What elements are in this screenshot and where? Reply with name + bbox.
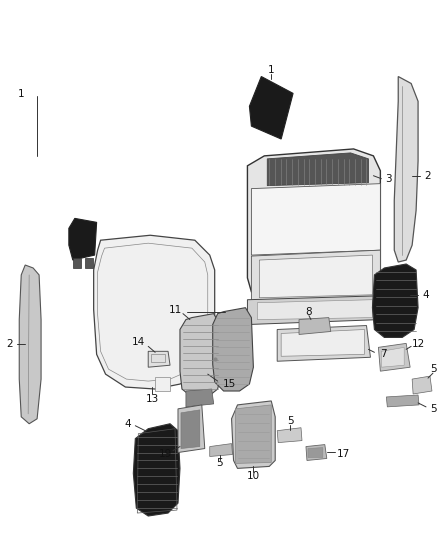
Text: 8: 8 xyxy=(306,306,312,317)
Text: 17: 17 xyxy=(337,448,350,458)
Polygon shape xyxy=(133,424,180,516)
Polygon shape xyxy=(394,77,418,262)
Polygon shape xyxy=(281,329,364,356)
Polygon shape xyxy=(249,77,293,139)
Polygon shape xyxy=(155,377,170,391)
Polygon shape xyxy=(378,343,410,371)
Text: 4: 4 xyxy=(124,419,131,429)
Polygon shape xyxy=(258,300,372,320)
Polygon shape xyxy=(210,443,233,456)
Text: 1: 1 xyxy=(268,64,275,75)
Polygon shape xyxy=(186,389,214,407)
Text: 5: 5 xyxy=(431,404,437,414)
Polygon shape xyxy=(85,258,93,268)
Polygon shape xyxy=(306,445,327,461)
Polygon shape xyxy=(277,427,302,442)
Polygon shape xyxy=(94,235,215,389)
Polygon shape xyxy=(178,405,205,453)
Polygon shape xyxy=(251,250,380,302)
Text: 12: 12 xyxy=(411,340,425,349)
Polygon shape xyxy=(232,401,275,469)
Polygon shape xyxy=(251,184,380,255)
Text: 5: 5 xyxy=(287,416,293,426)
Polygon shape xyxy=(182,349,222,377)
Polygon shape xyxy=(247,296,380,325)
Text: 13: 13 xyxy=(145,394,159,404)
Polygon shape xyxy=(267,153,368,185)
Polygon shape xyxy=(372,264,418,337)
Polygon shape xyxy=(213,308,254,391)
Text: 2: 2 xyxy=(425,171,431,181)
Polygon shape xyxy=(381,348,404,367)
Polygon shape xyxy=(386,395,419,407)
Polygon shape xyxy=(180,313,222,397)
Text: 10: 10 xyxy=(247,471,260,481)
Text: 1: 1 xyxy=(18,90,25,99)
Text: 4: 4 xyxy=(423,290,429,300)
Polygon shape xyxy=(236,405,271,463)
Polygon shape xyxy=(299,318,331,335)
Polygon shape xyxy=(259,255,372,298)
Text: 15: 15 xyxy=(223,379,236,389)
Text: 7: 7 xyxy=(380,349,387,359)
Polygon shape xyxy=(69,219,97,260)
Text: 2: 2 xyxy=(6,340,13,349)
Polygon shape xyxy=(148,351,170,367)
Polygon shape xyxy=(247,149,380,298)
Polygon shape xyxy=(308,448,323,457)
Text: 11: 11 xyxy=(168,305,182,314)
Polygon shape xyxy=(19,265,41,424)
Polygon shape xyxy=(412,376,432,394)
Polygon shape xyxy=(277,326,371,361)
Text: 14: 14 xyxy=(132,337,145,348)
Polygon shape xyxy=(73,258,81,268)
Text: 5: 5 xyxy=(216,458,223,469)
Polygon shape xyxy=(181,410,200,449)
Text: 19: 19 xyxy=(159,448,172,458)
Text: 3: 3 xyxy=(385,174,392,184)
Text: 5: 5 xyxy=(431,364,437,374)
